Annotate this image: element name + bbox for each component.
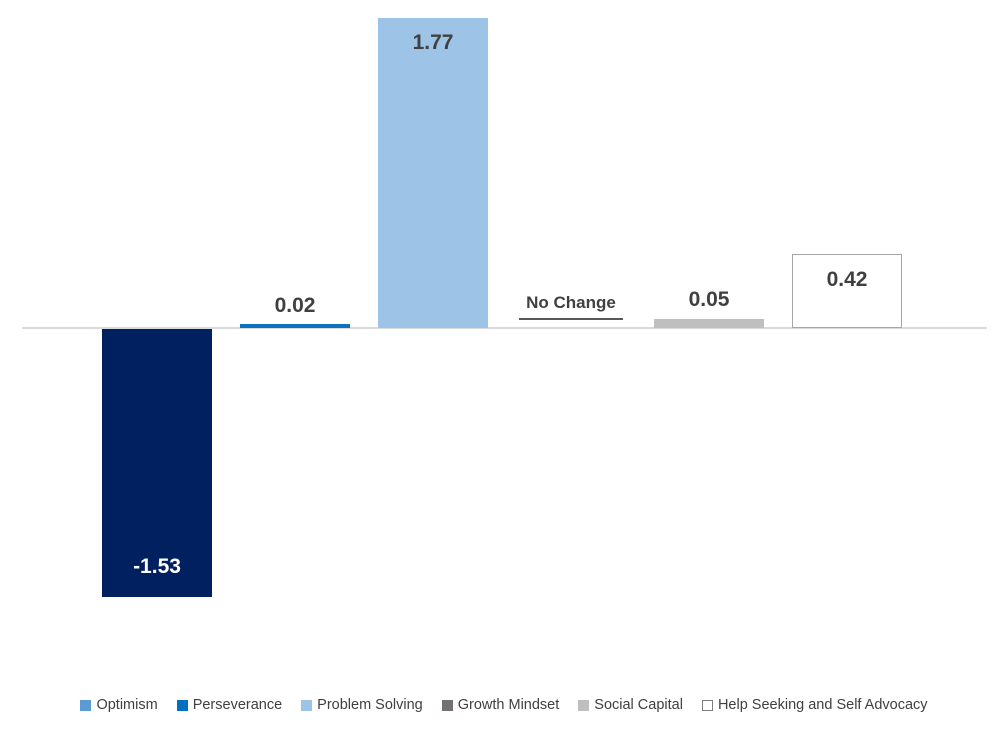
chart-legend: Optimism Perseverance Problem Solving Growt… (0, 697, 1008, 713)
legend-item-growth-mindset: Growth Mindset (441, 697, 560, 713)
legend-label: Social Capital (594, 697, 683, 713)
legend-swatch-icon (701, 699, 713, 711)
legend-label: Problem Solving (317, 697, 423, 713)
bar-social-capital (654, 319, 764, 328)
legend-item-perseverance: Perseverance (176, 697, 283, 713)
bar-perseverance (240, 324, 350, 328)
legend-label: Help Seeking and Self Advocacy (717, 697, 928, 713)
data-label-social-capital: 0.05 (688, 288, 730, 311)
data-label-growth-mindset: No Change (519, 293, 623, 320)
legend-item-social-capital: Social Capital (578, 697, 683, 713)
data-label-problem-solving: 1.77 (412, 31, 454, 54)
data-label-help-seeking-and-self-advocacy: 0.42 (826, 268, 868, 291)
legend-item-optimism: Optimism (80, 697, 158, 713)
bar-problem-solving (378, 18, 488, 328)
bar-help-seeking-and-self-advocacy (792, 254, 902, 328)
data-label-perseverance: 0.02 (274, 294, 316, 317)
legend-swatch-icon (80, 699, 92, 711)
legend-swatch-icon (176, 699, 188, 711)
data-label-optimism: -1.53 (133, 555, 181, 578)
legend-swatch-icon (301, 699, 313, 711)
bar-optimism (102, 329, 212, 597)
legend-label: Growth Mindset (457, 697, 560, 713)
x-axis-line (22, 327, 987, 329)
legend-item-help-seeking-and-self-advocacy: Help Seeking and Self Advocacy (701, 697, 928, 713)
legend-swatch-icon (578, 699, 590, 711)
legend-label: Perseverance (192, 697, 283, 713)
legend-item-problem-solving: Problem Solving (301, 697, 423, 713)
legend-swatch-icon (441, 699, 453, 711)
legend-label: Optimism (96, 697, 158, 713)
